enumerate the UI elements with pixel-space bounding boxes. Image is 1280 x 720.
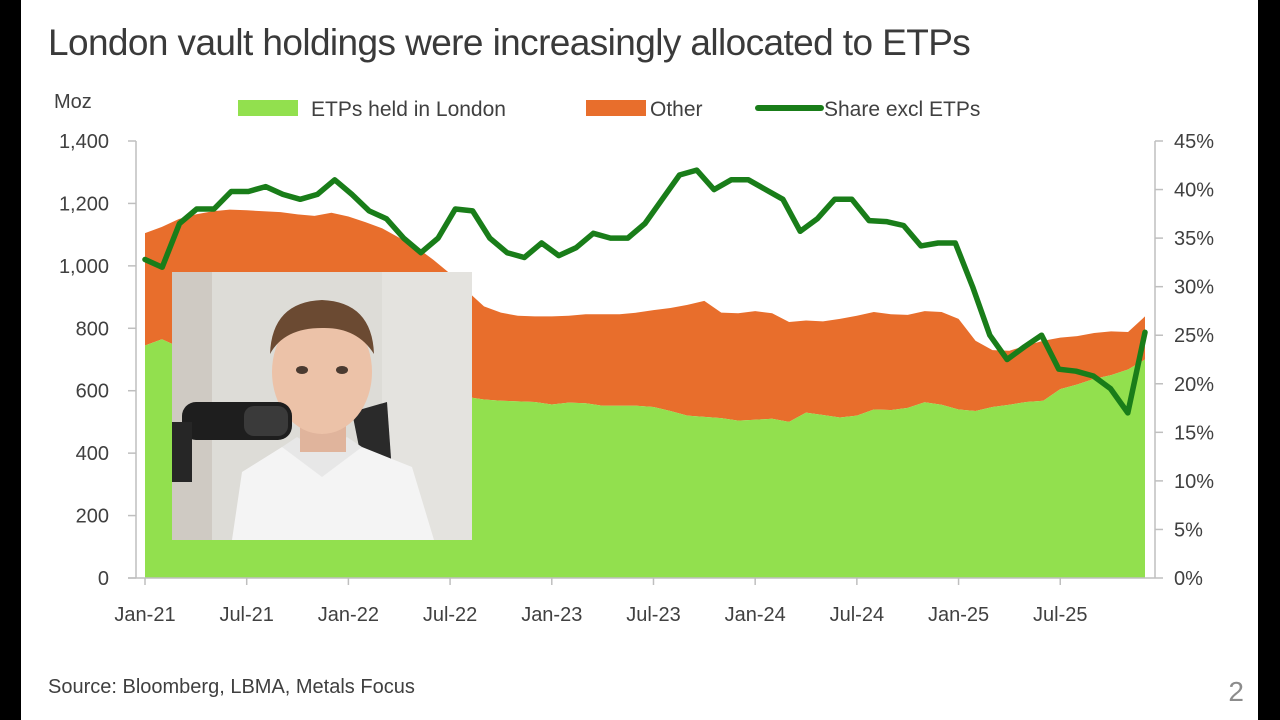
right-axis-tick-label: 20% [1174,374,1214,396]
x-axis-tick-label: Jan-22 [318,604,379,626]
left-axis-tick-label: 1,200 [59,193,109,215]
x-axis-tick-label: Jul-25 [1033,604,1087,626]
slide-title: London vault holdings were increasingly … [48,22,971,63]
series-line-share-excl-etps [142,167,1148,416]
right-axis-tick-label: 0% [1174,568,1203,590]
right-axis-tick-label: 5% [1174,519,1203,541]
x-axis-tick-label: Jan-21 [114,604,175,626]
webcam-overlay [172,272,472,540]
legend-label-etps: ETPs held in London [311,98,506,121]
source-note: Source: Bloomberg, LBMA, Metals Focus [48,676,415,698]
x-axis-tick-label: Jul-22 [423,604,477,626]
right-axis-tick-label: 10% [1174,471,1214,493]
x-axis-tick-label: Jan-23 [521,604,582,626]
page-number: 2 [1228,676,1244,707]
right-axis-tick-label: 35% [1174,228,1214,250]
left-axis-tick-label: 600 [76,381,109,403]
legend-label-other: Other [650,98,703,121]
left-axis-tick-label: 200 [76,506,109,528]
x-axis-tick-label: Jul-21 [219,604,273,626]
left-axis-tick-label: 400 [76,443,109,465]
right-axis-tick-label: 25% [1174,325,1214,347]
slide: London vault holdings were increasingly … [21,0,1258,720]
left-axis-tick-label: 1,000 [59,256,109,278]
right-axis-tick-label: 30% [1174,277,1214,299]
x-axis-tick-label: Jan-24 [725,604,786,626]
left-axis-tick-label: 1,400 [59,131,109,153]
left-axis-tick-label: 800 [76,318,109,340]
legend-swatch-other [586,100,646,116]
x-axis-tick-label: Jan-25 [928,604,989,626]
x-axis-tick-label: Jul-24 [830,604,884,626]
x-axis-tick-label: Jul-23 [626,604,680,626]
right-axis-tick-label: 45% [1174,131,1214,153]
left-axis-tick-label: 0 [98,568,109,590]
right-axis-tick-label: 40% [1174,180,1214,202]
legend-label-share: Share excl ETPs [824,98,980,121]
left-axis-unit-label: Moz [54,91,92,113]
legend-swatch-etps [238,100,298,116]
right-axis-tick-label: 15% [1174,422,1214,444]
